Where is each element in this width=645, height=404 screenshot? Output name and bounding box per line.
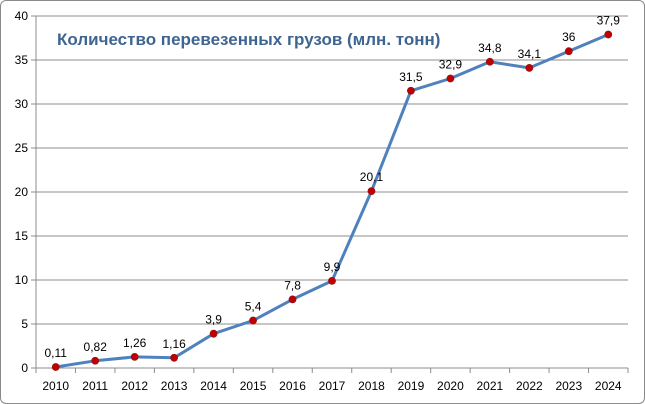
data-label: 5,4	[245, 299, 262, 313]
data-point	[91, 356, 100, 365]
data-label: 34,1	[518, 47, 542, 61]
data-label: 9,9	[324, 260, 341, 274]
data-label: 0,82	[84, 340, 108, 354]
chart-title: Количество перевезенных грузов (млн. тон…	[57, 30, 440, 49]
y-tick-label: 30	[15, 97, 29, 111]
x-tick-label: 2015	[240, 379, 267, 393]
x-tick-label: 2013	[161, 379, 188, 393]
data-point	[446, 74, 455, 83]
data-label: 20,1	[360, 170, 384, 184]
y-tick-label: 20	[15, 185, 29, 199]
x-tick-label: 2014	[200, 379, 227, 393]
data-label: 34,8	[478, 41, 502, 55]
data-point	[170, 353, 179, 362]
data-point	[328, 276, 336, 285]
data-points	[51, 30, 613, 371]
data-point	[485, 57, 494, 66]
data-label: 32,9	[439, 57, 463, 71]
data-point	[209, 329, 218, 338]
data-point	[51, 363, 60, 371]
x-tick-label: 2018	[358, 379, 385, 393]
x-tick-label: 2024	[595, 379, 622, 393]
data-label: 3,9	[205, 313, 222, 327]
data-point	[130, 353, 139, 361]
data-point	[407, 86, 415, 95]
y-tick-label: 25	[15, 141, 29, 155]
series-line	[55, 33, 609, 369]
data-labels: 0,11 0,82 1,26 1,16 3,9 5,4 7,8 9,9 20,1 31,5 32,9…	[44, 13, 620, 360]
data-label: 1,26	[123, 336, 147, 350]
data-point	[525, 64, 534, 72]
x-tick-label: 2012	[121, 379, 148, 393]
y-tick-label: 35	[15, 53, 29, 67]
data-point	[564, 47, 573, 56]
y-tick-label: 5	[21, 317, 28, 331]
data-label: 0,11	[44, 346, 67, 360]
x-tick-label: 2023	[555, 379, 582, 393]
x-tick-label: 2016	[279, 379, 306, 393]
data-point	[367, 187, 376, 196]
y-tick-label: 15	[15, 229, 29, 243]
y-tick-labels: 0 5 10 15 20 25 30 35 40	[15, 9, 29, 375]
gridlines	[31, 15, 628, 369]
data-point	[249, 316, 257, 325]
data-point	[604, 30, 613, 39]
data-label: 31,5	[399, 70, 423, 84]
y-tick-label: 10	[15, 273, 29, 287]
y-tick-label: 0	[21, 361, 28, 375]
x-tick-label: 2010	[42, 379, 69, 393]
data-label: 37,9	[597, 13, 621, 27]
y-tick-label: 40	[15, 9, 29, 23]
data-label: 7,8	[284, 278, 301, 292]
x-tick-label: 2019	[398, 379, 425, 393]
data-label: 1,16	[162, 337, 186, 351]
axes	[35, 16, 629, 373]
data-label: 36	[562, 30, 576, 44]
x-tick-label: 2017	[319, 379, 346, 393]
x-tick-labels: 2010 2011 2012 2013 2014 2015 2016 2017 2018 2019…	[42, 379, 622, 393]
data-point	[288, 295, 297, 304]
x-tick-label: 2020	[437, 379, 464, 393]
x-tick-label: 2011	[82, 379, 108, 393]
x-tick-label: 2021	[477, 379, 504, 393]
x-tick-label: 2022	[516, 379, 543, 393]
